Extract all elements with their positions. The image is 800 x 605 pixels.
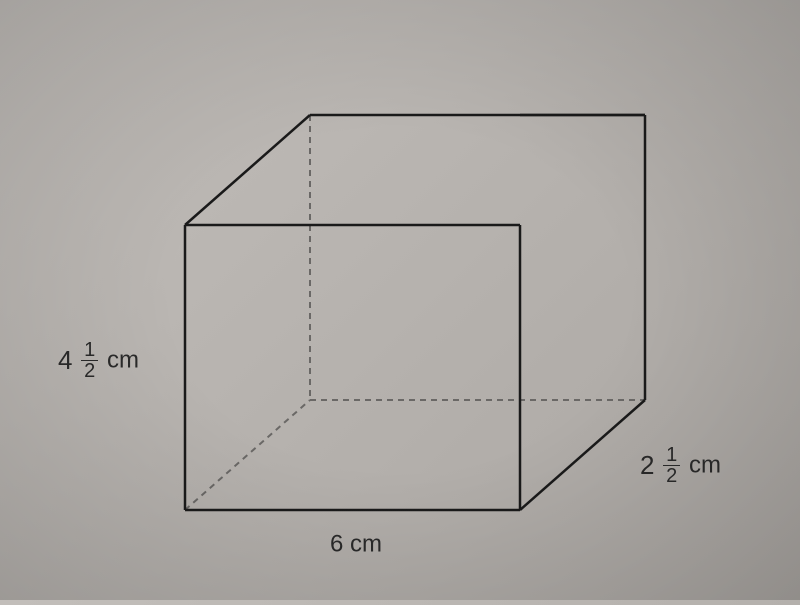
- hidden-edges: [185, 115, 645, 510]
- depth-label: 2 1 2 cm: [640, 445, 721, 486]
- bottom-right-depth: [520, 400, 645, 510]
- width-text: 6 cm: [330, 531, 382, 558]
- height-denominator: 2: [81, 361, 98, 381]
- height-label: 4 1 2 cm: [58, 340, 139, 381]
- prism-diagram: 4 1 2 cm 6 cm 2 1 2 cm: [0, 0, 800, 600]
- depth-denominator: 2: [663, 466, 680, 486]
- width-label: 6 cm: [330, 530, 382, 559]
- depth-whole: 2: [640, 450, 654, 480]
- height-numerator: 1: [81, 340, 98, 361]
- height-fraction: 1 2: [81, 340, 98, 381]
- depth-unit: cm: [689, 452, 721, 479]
- depth-numerator: 1: [663, 445, 680, 466]
- height-whole: 4: [58, 345, 72, 375]
- bottom-left-depth: [185, 400, 310, 510]
- prism-svg: [0, 0, 800, 600]
- visible-edges: [185, 115, 645, 510]
- height-unit: cm: [107, 347, 139, 374]
- depth-fraction: 1 2: [663, 445, 680, 486]
- top-left-depth: [185, 115, 310, 225]
